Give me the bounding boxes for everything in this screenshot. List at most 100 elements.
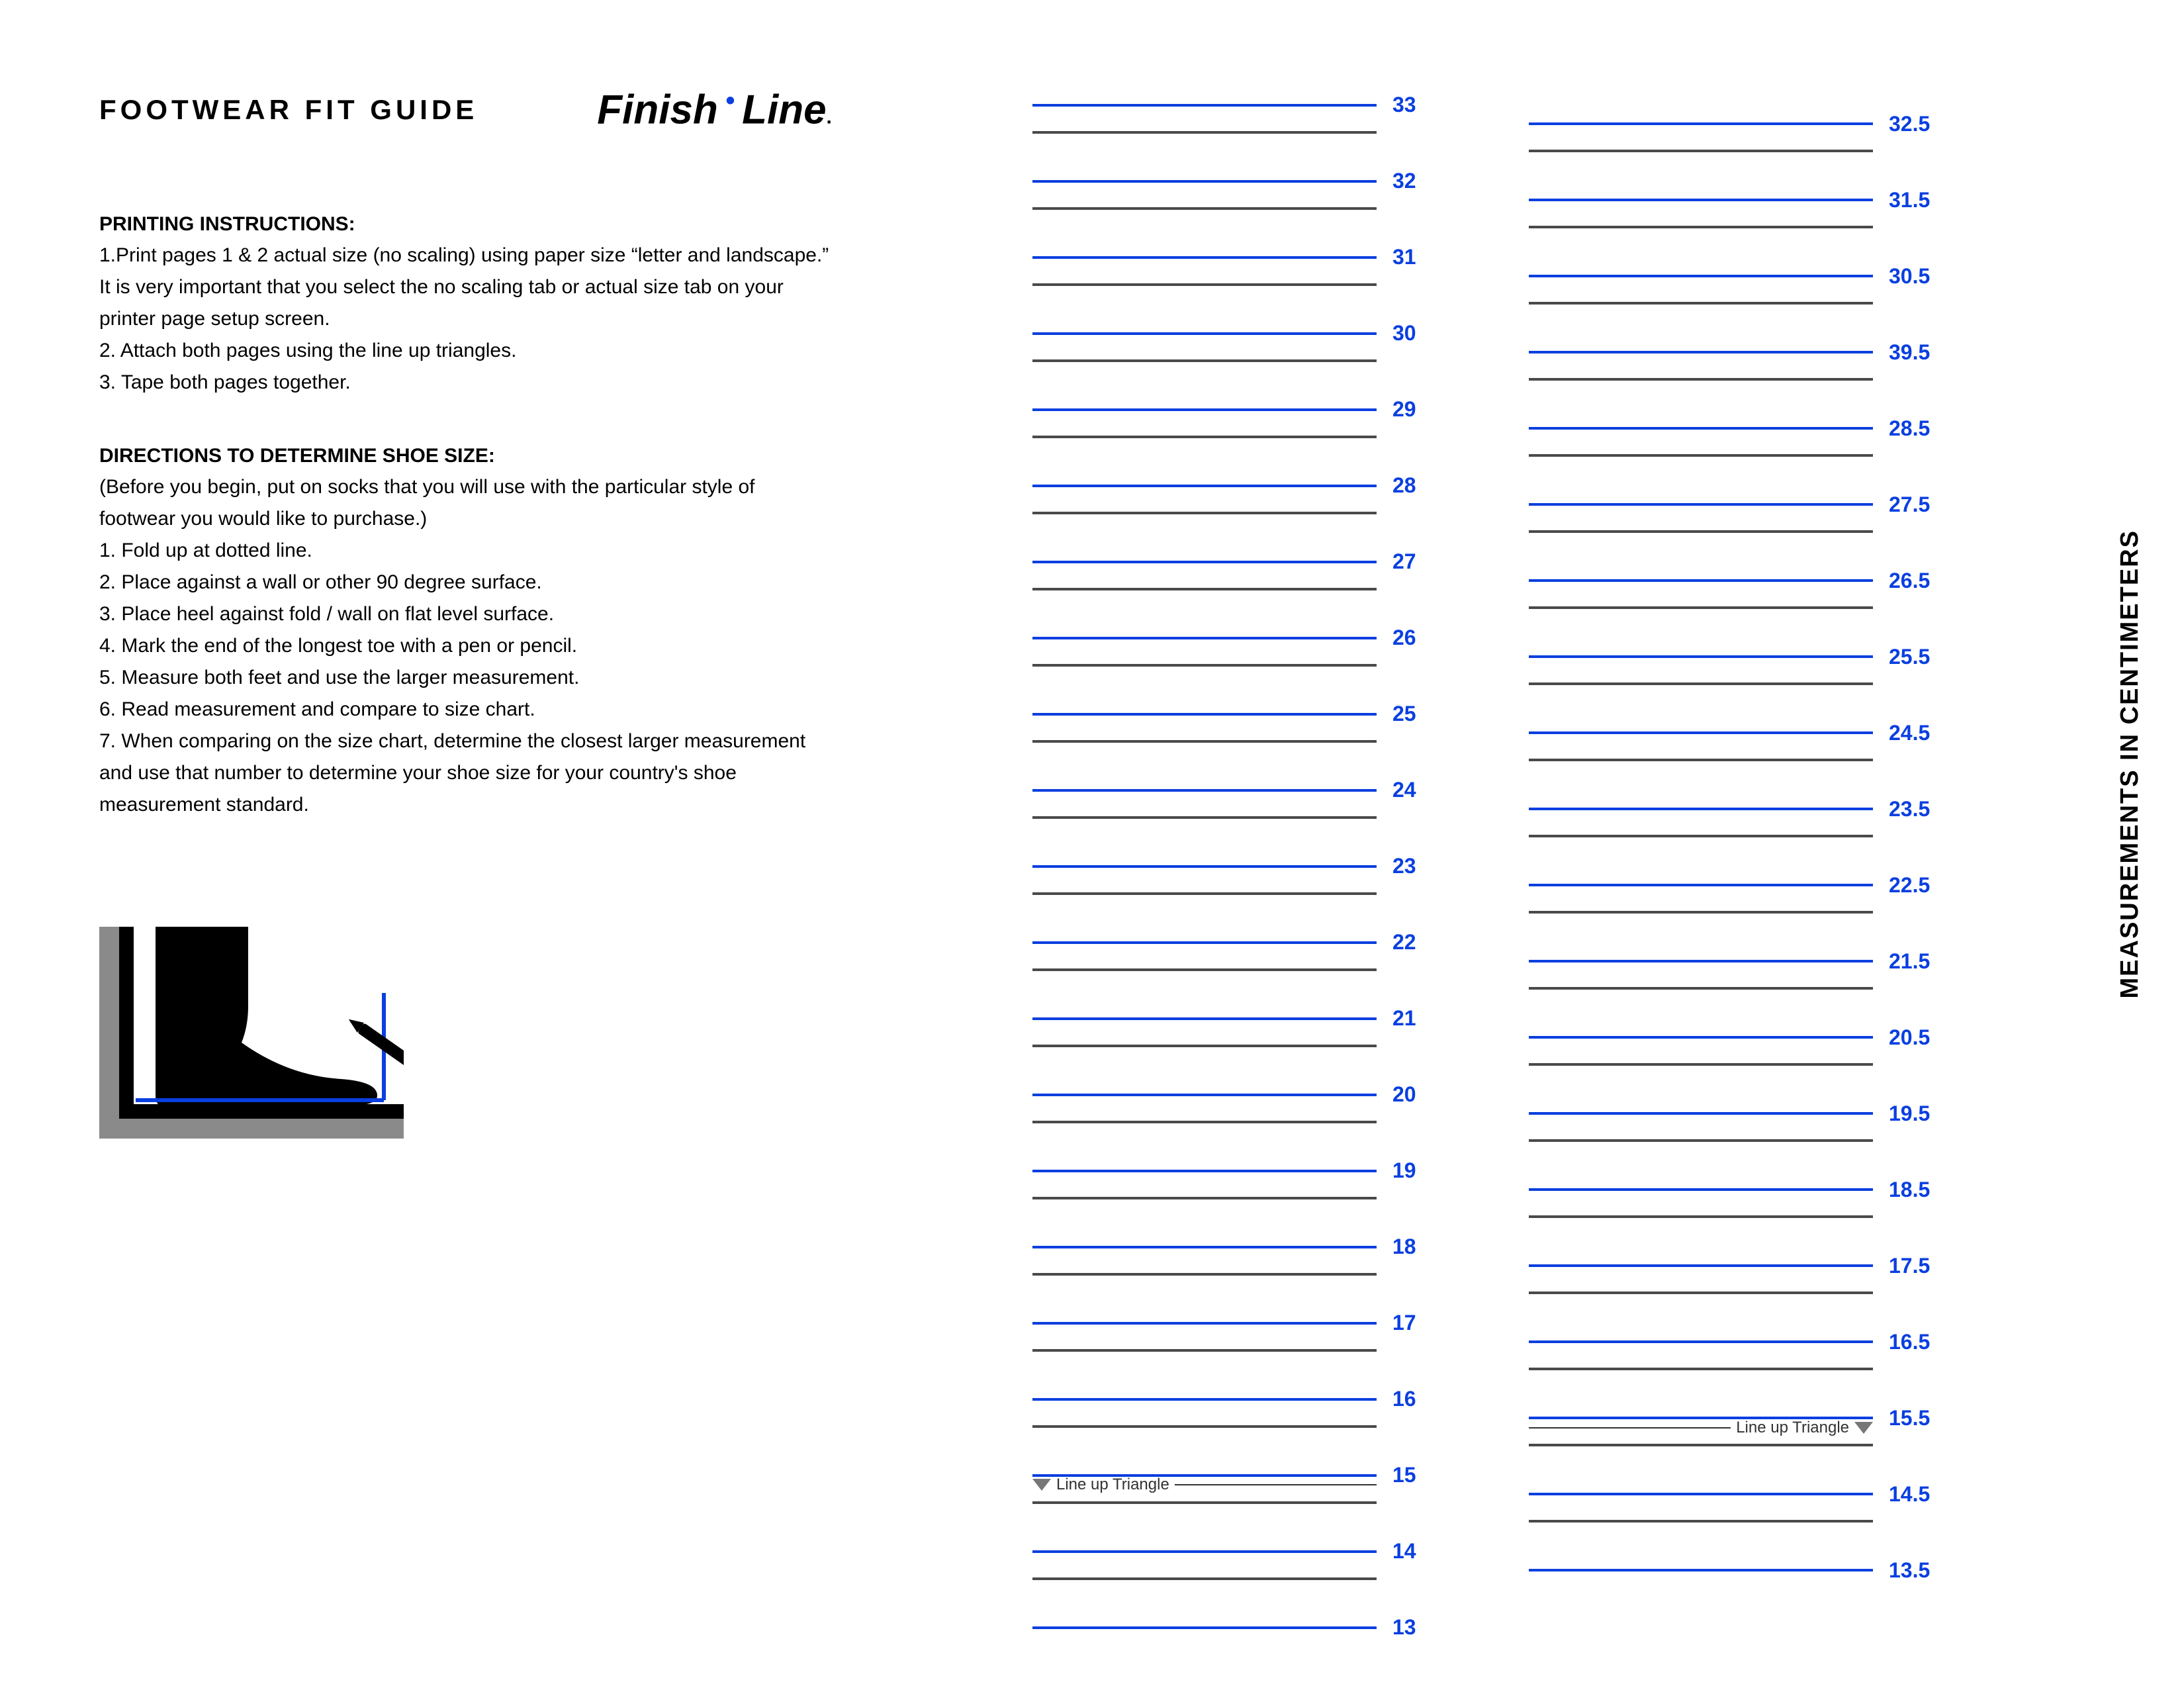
directions-line: footwear you would like to purchase.) (99, 503, 893, 535)
ruler-row (1529, 150, 1952, 152)
ruler-row: 16 (1032, 1387, 1456, 1411)
directions-heading: DIRECTIONS TO DETERMINE SHOE SIZE: (99, 445, 893, 467)
ruler-row: 30.5 (1529, 264, 1952, 289)
ruler-major-line (1032, 1550, 1377, 1553)
ruler-major-line (1529, 1264, 1873, 1267)
ruler-row: 23.5 (1529, 797, 1952, 821)
ruler-major-line (1032, 256, 1377, 259)
ruler-minor-line (1032, 1121, 1377, 1123)
ruler-minor-line (1032, 436, 1377, 438)
ruler-label: 28.5 (1889, 416, 1930, 441)
ruler-major-line (1032, 1094, 1377, 1096)
ruler-row (1529, 987, 1952, 990)
ruler-row: 32 (1032, 169, 1456, 193)
ruler-major-line (1032, 789, 1377, 792)
ruler-minor-line (1529, 302, 1873, 305)
ruler-major-line (1032, 865, 1377, 868)
ruler-label: 25.5 (1889, 645, 1930, 669)
ruler-label: 14 (1392, 1539, 1416, 1564)
ruler-minor-line (1032, 1045, 1377, 1047)
lineup-marker: Line up Triangle (1529, 1419, 1873, 1437)
ruler-row: 27 (1032, 549, 1456, 574)
ruler-row: 26 (1032, 626, 1456, 650)
ruler-major-line (1529, 122, 1873, 125)
ruler-row: 13 (1032, 1615, 1456, 1640)
ruler-major-line (1032, 1322, 1377, 1325)
directions-line: measurement standard. (99, 789, 893, 821)
ruler-major-line (1529, 960, 1873, 962)
ruler-row (1032, 1349, 1456, 1352)
ruler-row (1529, 530, 1952, 533)
ruler-minor-line (1529, 226, 1873, 228)
ruler-minor-line (1529, 1444, 1873, 1446)
printing-line: 1.Print pages 1 & 2 actual size (no scal… (99, 240, 893, 271)
ruler-minor-line (1529, 606, 1873, 609)
ruler-major-line (1529, 731, 1873, 734)
foot-illustration (99, 927, 404, 1139)
ruler-row (1529, 454, 1952, 457)
ruler-row (1529, 1063, 1952, 1066)
brand-logo: Finish • Line. (597, 86, 832, 134)
directions-line: 1. Fold up at dotted line. (99, 535, 893, 567)
ruler-row: 24 (1032, 778, 1456, 802)
directions-block: DIRECTIONS TO DETERMINE SHOE SIZE: (Befo… (99, 445, 893, 821)
ruler-row: 25 (1032, 702, 1456, 726)
ruler-row (1529, 606, 1952, 609)
lineup-marker: Line up Triangle (1032, 1476, 1377, 1494)
ruler-row (1032, 283, 1456, 286)
ruler-row: 13.5 (1529, 1558, 1952, 1583)
ruler-major-line (1032, 332, 1377, 335)
ruler-row (1529, 226, 1952, 228)
ruler-label: 17.5 (1889, 1254, 1930, 1278)
ruler-label: 33 (1392, 93, 1416, 117)
ruler-row: 16.5 (1529, 1330, 1952, 1354)
ruler-minor-line (1032, 512, 1377, 514)
directions-line: 4. Mark the end of the longest toe with … (99, 630, 893, 662)
directions-line: and use that number to determine your sh… (99, 757, 893, 789)
ruler-minor-line (1032, 968, 1377, 971)
ruler-row: 17.5 (1529, 1254, 1952, 1278)
ruler-row (1032, 1501, 1456, 1504)
ruler-row: 21.5 (1529, 949, 1952, 974)
ruler-label: 26 (1392, 626, 1416, 650)
ruler-row: 23 (1032, 854, 1456, 878)
ruler-row: 22.5 (1529, 873, 1952, 898)
ruler-row (1032, 664, 1456, 667)
ruler-minor-line (1032, 1197, 1377, 1199)
ruler-row (1529, 835, 1952, 837)
ruler-row: 19 (1032, 1158, 1456, 1183)
lineup-line (1175, 1484, 1377, 1485)
ruler-label: 16.5 (1889, 1330, 1930, 1354)
ruler-row: 31 (1032, 245, 1456, 269)
ruler-row (1529, 302, 1952, 305)
ruler-row: 30 (1032, 321, 1456, 346)
ruler-row: 14.5 (1529, 1482, 1952, 1507)
logo-accent: • (718, 86, 742, 115)
ruler-minor-line (1032, 283, 1377, 286)
ruler-row: 14 (1032, 1539, 1456, 1564)
ruler-major-line (1529, 427, 1873, 430)
ruler-row (1032, 1425, 1456, 1428)
directions-line: 6. Read measurement and compare to size … (99, 694, 893, 726)
ruler-label: 32.5 (1889, 112, 1930, 136)
ruler-minor-line (1529, 835, 1873, 837)
ruler-major-line (1032, 1017, 1377, 1020)
ruler-major-line (1529, 1340, 1873, 1343)
directions-body: (Before you begin, put on socks that you… (99, 471, 893, 821)
lineup-line (1529, 1427, 1731, 1429)
ruler-minor-line (1529, 150, 1873, 152)
ruler-row: 18 (1032, 1235, 1456, 1259)
ruler-row: 19.5 (1529, 1102, 1952, 1126)
ruler-row: 20.5 (1529, 1025, 1952, 1050)
ruler-row (1032, 512, 1456, 514)
triangle-down-icon (1032, 1479, 1051, 1491)
ruler-row: 22 (1032, 930, 1456, 955)
ruler-label: 28 (1392, 473, 1416, 498)
ruler-row (1529, 911, 1952, 914)
ruler-label: 39.5 (1889, 340, 1930, 365)
ruler-label: 18.5 (1889, 1178, 1930, 1202)
directions-line: (Before you begin, put on socks that you… (99, 471, 893, 503)
logo-period: . (827, 107, 832, 128)
ruler-label: 14.5 (1889, 1482, 1930, 1507)
ruler-major-line (1529, 1188, 1873, 1191)
